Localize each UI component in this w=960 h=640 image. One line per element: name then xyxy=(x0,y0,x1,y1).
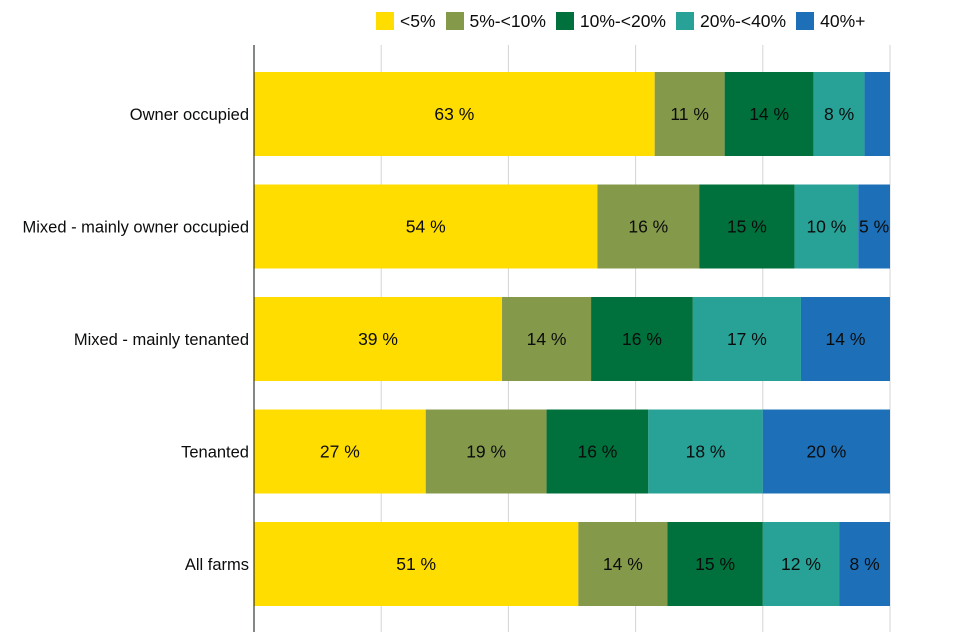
bar-segment xyxy=(502,297,592,381)
data-label: 15 % xyxy=(695,554,735,574)
legend-label: 5%-<10% xyxy=(469,10,546,31)
bar-segment xyxy=(648,409,763,494)
legend-label: <5% xyxy=(400,10,436,31)
legend-item: 5%-<10% xyxy=(445,10,546,32)
legend-item: 40%+ xyxy=(796,11,865,32)
data-label: 10 % xyxy=(806,217,846,237)
bar-segment xyxy=(546,409,649,494)
bar-segment xyxy=(692,297,801,381)
bar-segment xyxy=(667,522,763,606)
bar-segment xyxy=(254,409,426,494)
data-label: 5 % xyxy=(859,217,889,237)
legend-item: <5% xyxy=(376,11,436,32)
legend-label: 10%-<20% xyxy=(579,10,666,31)
category-label: All farms xyxy=(185,556,249,574)
data-label: 8 % xyxy=(849,554,879,574)
data-label: 14 % xyxy=(749,104,789,124)
category-label: Tenanted xyxy=(181,444,249,462)
category-label: Mixed - mainly owner occupied xyxy=(22,219,249,237)
legend-swatch xyxy=(376,12,394,30)
bar-segment xyxy=(699,184,795,269)
legend-item: 20%-<40% xyxy=(676,11,786,32)
data-label: 20 % xyxy=(806,442,846,462)
data-label: 63 % xyxy=(434,104,474,124)
data-label: 19 % xyxy=(466,442,506,462)
data-label: 14 % xyxy=(826,329,866,349)
bar-segment xyxy=(864,72,890,156)
bar-segment xyxy=(858,184,890,269)
legend-item: 10%-<20% xyxy=(555,10,666,32)
data-label: 54 % xyxy=(406,217,446,237)
legend-swatch xyxy=(555,12,574,30)
bar-segment xyxy=(254,72,655,156)
bar-segment xyxy=(724,72,814,156)
data-label: 8 % xyxy=(824,104,854,124)
bar-segment xyxy=(591,297,693,381)
bar-segment xyxy=(813,72,865,156)
legend-swatch xyxy=(796,12,815,30)
data-label: 39 % xyxy=(358,329,398,349)
data-label: 27 % xyxy=(320,442,360,462)
category-label: Owner occupied xyxy=(130,106,249,124)
data-label: 14 % xyxy=(527,329,567,349)
data-label: 17 % xyxy=(727,329,767,349)
chart-legend: <5% 5%-<10% 10%-<20% 20%-<40% 40%+ xyxy=(376,9,875,33)
data-label: 15 % xyxy=(727,217,767,237)
bar-segment xyxy=(578,522,668,606)
legend-label: 20%-<40% xyxy=(700,10,787,31)
data-label: 16 % xyxy=(628,217,668,237)
bar-segment xyxy=(794,184,859,269)
data-label: 14 % xyxy=(603,554,643,574)
data-label: 51 % xyxy=(396,554,436,574)
data-label: 18 % xyxy=(686,442,726,462)
category-label: Mixed - mainly tenanted xyxy=(74,331,249,349)
bar-segment xyxy=(839,522,890,606)
legend-label: 40%+ xyxy=(820,10,866,31)
bar-segment xyxy=(762,522,840,606)
bar-segment xyxy=(762,409,890,494)
data-label: 12 % xyxy=(781,554,821,574)
bar-segment xyxy=(425,409,547,494)
legend-swatch xyxy=(445,12,464,30)
legend-swatch xyxy=(676,12,694,30)
bar-segment xyxy=(254,184,598,269)
data-label: 16 % xyxy=(622,329,662,349)
data-label: 16 % xyxy=(577,442,617,462)
bar-segment xyxy=(800,297,890,381)
data-label: 11 % xyxy=(670,104,709,124)
bar-segment xyxy=(254,297,503,381)
bar-segment xyxy=(654,72,725,156)
bar-segment xyxy=(597,184,700,269)
bar-segment xyxy=(254,522,579,606)
